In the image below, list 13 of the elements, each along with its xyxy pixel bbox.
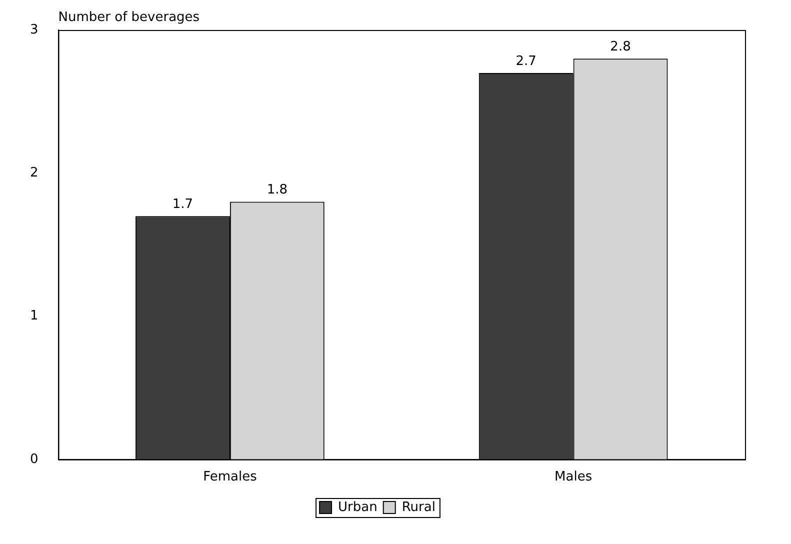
legend-label: Urban (338, 500, 378, 515)
x-tick-label: Males (554, 470, 592, 485)
y-axis-title: Number of beverages (58, 10, 200, 25)
legend-label: Rural (402, 500, 436, 515)
y-tick-label: 1 (30, 308, 38, 324)
data-label: 1.8 (266, 182, 288, 198)
y-tick-label: 2 (30, 166, 38, 181)
y-tick-label: 0 (30, 452, 38, 467)
data-label: 2.7 (516, 54, 536, 69)
data-label: 2.8 (610, 40, 631, 54)
data-label: 1.7 (172, 196, 194, 212)
y-tick-label: 3 (30, 22, 38, 38)
x-tick-label: Females (203, 470, 258, 485)
